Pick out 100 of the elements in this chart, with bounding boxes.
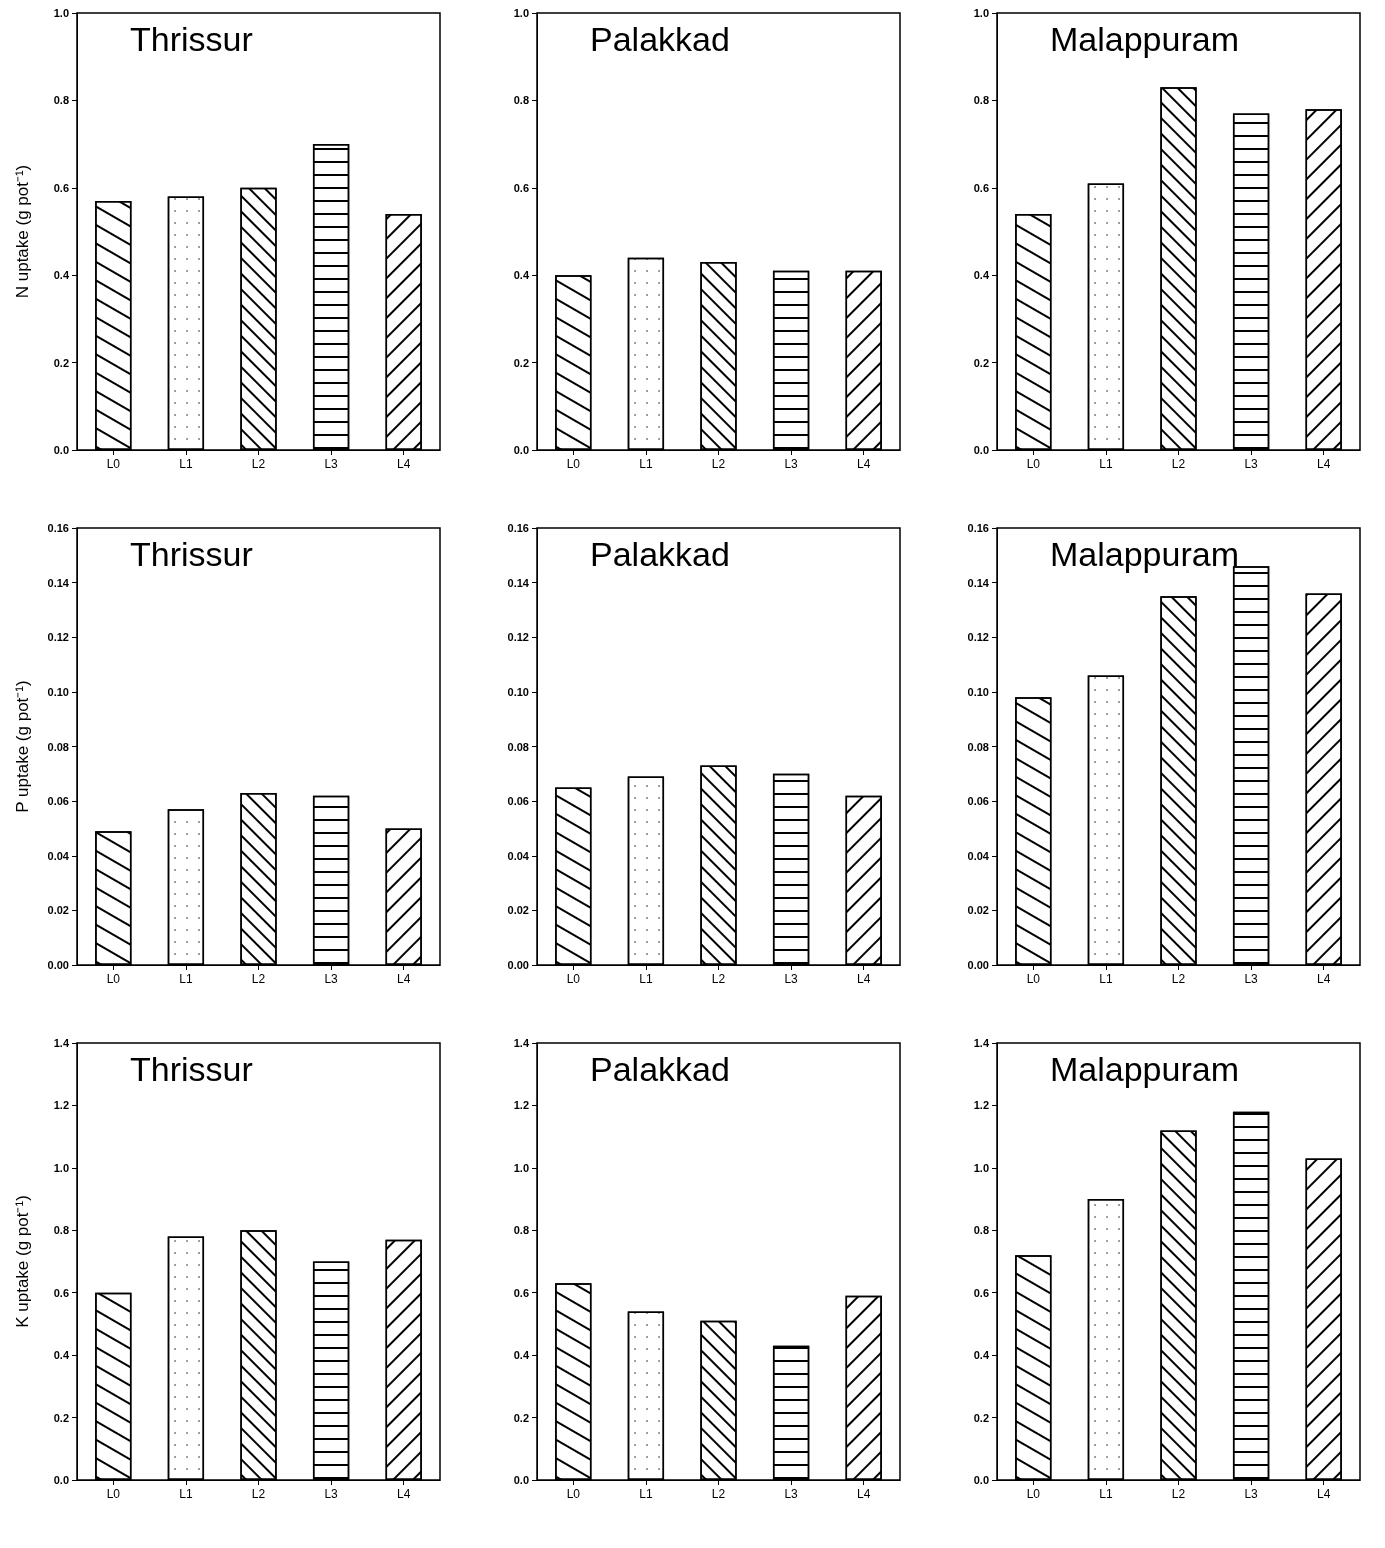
y-tick-label: 1.0 — [973, 1161, 989, 1174]
y-tick-label: 0.16 — [967, 522, 989, 534]
x-tick-label: L3 — [324, 1487, 339, 1501]
y-tick-label: 0.6 — [53, 1286, 69, 1299]
y-tick-label: 0.2 — [53, 1411, 69, 1424]
y-tick-label: 0.12 — [47, 631, 69, 644]
chart-title: Thrissur — [130, 20, 253, 58]
y-axis-title: P uptake (g pot⁻¹) — [13, 680, 32, 813]
x-tick-label: L0 — [106, 972, 121, 986]
chart-title: Palakkad — [590, 535, 730, 573]
x-tick-label: L3 — [784, 972, 799, 986]
x-tick-label: L0 — [106, 1487, 121, 1501]
y-tick-label: 0.06 — [47, 795, 69, 808]
y-tick-label: 1.0 — [53, 1161, 69, 1174]
y-tick-label: 0.08 — [967, 740, 989, 753]
y-tick-label: 1.0 — [53, 7, 69, 19]
x-tick-label: L1 — [1099, 457, 1113, 471]
x-tick-label: L4 — [857, 457, 871, 471]
y-tick-label: 0.2 — [53, 356, 69, 369]
y-tick-label: 0.12 — [507, 631, 529, 644]
y-axis-title: K uptake (g pot⁻¹) — [13, 1195, 32, 1328]
x-tick-label: L1 — [1099, 972, 1113, 986]
y-tick-label: 0.6 — [53, 181, 69, 194]
x-tick-label: L3 — [1244, 1487, 1259, 1501]
y-tick-label: 0.16 — [47, 522, 69, 534]
y-tick-label: 0.8 — [53, 1224, 69, 1237]
x-tick-label: L2 — [251, 1487, 266, 1501]
chart-title: Thrissur — [130, 535, 253, 573]
x-tick-label: L2 — [251, 457, 266, 471]
x-tick-label: L3 — [1244, 972, 1259, 986]
y-tick-label: 0.2 — [973, 356, 989, 369]
x-tick-label: L4 — [1317, 457, 1331, 471]
y-tick-label: 0.0 — [973, 444, 989, 456]
y-tick-label: 0.8 — [973, 94, 989, 107]
y-tick-label: 0.10 — [47, 685, 69, 698]
y-tick-label: 0.2 — [973, 1411, 989, 1424]
y-tick-label: 0.8 — [513, 1224, 529, 1237]
x-tick-label: L4 — [857, 1487, 871, 1501]
chart-title: Palakkad — [590, 1050, 730, 1088]
y-tick-label: 0.6 — [513, 181, 529, 194]
x-tick-label: L1 — [179, 457, 193, 471]
y-tick-label: 0.0 — [53, 1474, 69, 1486]
y-tick-label: 0.0 — [53, 444, 69, 456]
y-tick-label: 1.2 — [513, 1099, 529, 1112]
y-tick-label: 0.08 — [507, 740, 529, 753]
x-tick-label: L1 — [179, 972, 193, 986]
x-tick-label: L2 — [251, 972, 266, 986]
y-tick-label: 0.04 — [507, 849, 530, 862]
y-tick-label: 0.8 — [973, 1224, 989, 1237]
x-tick-label: L3 — [784, 457, 799, 471]
y-tick-label: 0.4 — [513, 1349, 530, 1362]
x-tick-label: L0 — [1026, 1487, 1041, 1501]
y-tick-label: 0.8 — [513, 94, 529, 107]
y-tick-label: 0.8 — [53, 94, 69, 107]
y-tick-label: 1.4 — [53, 1037, 70, 1049]
y-tick-label: 0.10 — [507, 685, 529, 698]
y-tick-label: 0.0 — [513, 1474, 529, 1486]
y-tick-label: 0.00 — [507, 959, 529, 971]
x-tick-label: L0 — [1026, 972, 1041, 986]
chart-title: Malappuram — [1050, 20, 1239, 58]
x-tick-label: L0 — [566, 1487, 581, 1501]
x-tick-label: L1 — [639, 972, 653, 986]
y-tick-label: 1.4 — [973, 1037, 990, 1049]
x-tick-label: L0 — [1026, 457, 1041, 471]
x-tick-label: L0 — [106, 457, 121, 471]
y-tick-label: 0.06 — [507, 795, 529, 808]
y-tick-label: 0.0 — [513, 444, 529, 456]
y-axis-title: N uptake (g pot⁻¹) — [13, 164, 32, 299]
x-tick-label: L3 — [1244, 457, 1259, 471]
x-tick-label: L3 — [784, 1487, 799, 1501]
x-tick-label: L1 — [639, 1487, 653, 1501]
x-tick-label: L2 — [711, 972, 726, 986]
y-tick-label: 1.2 — [973, 1099, 989, 1112]
x-tick-label: L2 — [1171, 457, 1186, 471]
y-tick-label: 0.4 — [973, 1349, 990, 1362]
y-tick-label: 0.02 — [507, 904, 529, 917]
x-tick-label: L4 — [1317, 1487, 1331, 1501]
y-tick-label: 0.0 — [973, 1474, 989, 1486]
x-tick-label: L4 — [397, 457, 411, 471]
x-tick-label: L3 — [324, 972, 339, 986]
y-tick-label: 0.14 — [507, 576, 530, 589]
chart-title: Thrissur — [130, 1050, 253, 1088]
x-tick-label: L0 — [566, 457, 581, 471]
y-tick-label: 0.16 — [507, 522, 529, 534]
y-tick-label: 1.0 — [973, 7, 989, 19]
y-tick-label: 0.06 — [967, 795, 989, 808]
y-tick-label: 0.4 — [53, 269, 70, 282]
y-tick-label: 1.0 — [513, 1161, 529, 1174]
y-tick-label: 0.4 — [53, 1349, 70, 1362]
chart-title: Malappuram — [1050, 535, 1239, 573]
y-tick-label: 0.12 — [967, 631, 989, 644]
x-tick-label: L4 — [397, 1487, 411, 1501]
y-tick-label: 0.02 — [47, 904, 69, 917]
y-tick-label: 0.08 — [47, 740, 69, 753]
x-tick-label: L1 — [179, 1487, 193, 1501]
x-tick-label: L2 — [711, 457, 726, 471]
y-tick-label: 0.04 — [967, 849, 990, 862]
x-tick-label: L4 — [1317, 972, 1331, 986]
y-tick-label: 0.00 — [967, 959, 989, 971]
x-tick-label: L2 — [1171, 972, 1186, 986]
